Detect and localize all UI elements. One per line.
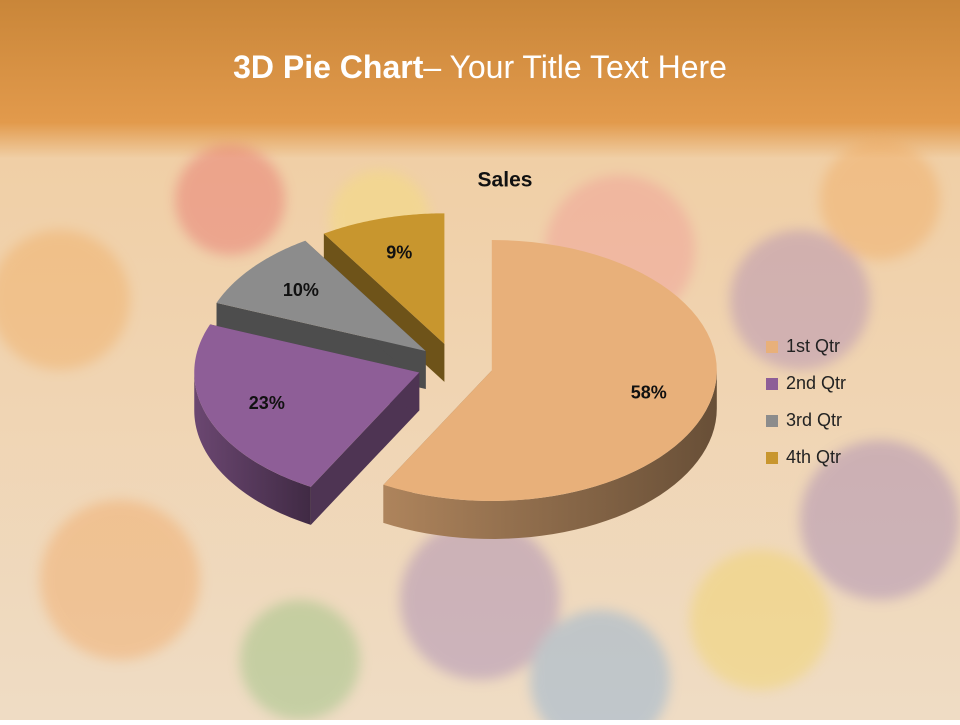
data-label: 23%: [249, 393, 285, 413]
chart-title: Sales: [478, 169, 533, 192]
legend-label: 2nd Qtr: [786, 373, 846, 393]
legend-swatch: [766, 415, 778, 427]
data-label: 9%: [386, 242, 412, 262]
slice-top: [216, 240, 426, 351]
legend-swatch: [766, 452, 778, 464]
slide-title: 3D Pie Chart– Your Title Text Here: [233, 49, 727, 85]
slide-title-bold: 3D Pie Chart: [233, 49, 424, 85]
data-label: 10%: [283, 280, 319, 300]
data-label: 58%: [631, 383, 667, 403]
pie-slice: [383, 239, 717, 539]
legend-label: 3rd Qtr: [786, 410, 842, 430]
pie-slice: [194, 324, 420, 525]
slice-wall: [383, 370, 717, 539]
slice-top: [194, 324, 420, 487]
legend-swatch: [766, 341, 778, 353]
legend-label: 4th Qtr: [786, 447, 841, 467]
legend-label: 1st Qtr: [786, 336, 840, 356]
background-decoration: [0, 140, 960, 725]
legend-swatch: [766, 378, 778, 390]
slice-top: [383, 239, 717, 501]
slide-title-rest: – Your Title Text Here: [423, 49, 727, 85]
slice-top: [323, 213, 445, 344]
slice-face: [310, 372, 420, 525]
slice-wall: [194, 372, 311, 525]
